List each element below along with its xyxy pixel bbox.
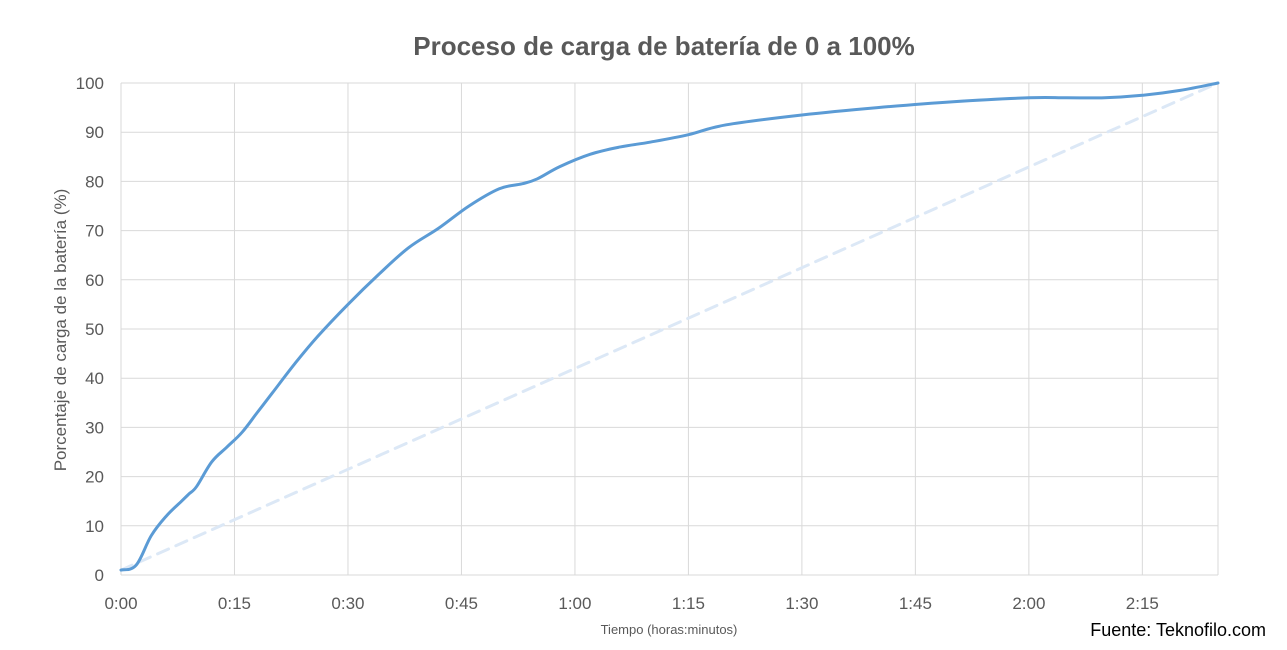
x-tick-label: 1:15 bbox=[672, 594, 705, 613]
y-axis-title: Porcentaje de carga de la batería (%) bbox=[51, 189, 70, 472]
y-tick-label: 40 bbox=[85, 369, 104, 388]
charge-curve-line bbox=[119, 81, 1220, 572]
x-tick-label: 1:30 bbox=[785, 594, 818, 613]
series-lines bbox=[119, 81, 1220, 572]
x-tick-label: 2:15 bbox=[1126, 594, 1159, 613]
chart-title: Proceso de carga de batería de 0 a 100% bbox=[413, 31, 914, 61]
x-tick-label: 1:00 bbox=[558, 594, 591, 613]
x-tick-label: 1:45 bbox=[899, 594, 932, 613]
x-tick-label: 2:00 bbox=[1012, 594, 1045, 613]
y-tick-label: 10 bbox=[85, 517, 104, 536]
source-note: Fuente: Teknofilo.com bbox=[1090, 620, 1266, 640]
y-tick-label: 60 bbox=[85, 271, 104, 290]
x-tick-label: 0:30 bbox=[331, 594, 364, 613]
x-axis-title: Tiempo (horas:minutos) bbox=[601, 622, 738, 637]
grid-lines bbox=[120, 82, 1219, 576]
y-tick-label: 50 bbox=[85, 320, 104, 339]
y-tick-label: 20 bbox=[85, 468, 104, 487]
x-tick-label: 0:15 bbox=[218, 594, 251, 613]
y-tick-label: 70 bbox=[85, 222, 104, 241]
x-tick-label: 0:00 bbox=[104, 594, 137, 613]
x-axis-ticks: 0:00 0:15 0:30 0:45 1:00 1:15 1:30 1:45 2:00 2:15 bbox=[104, 594, 1158, 613]
y-tick-label: 80 bbox=[85, 172, 104, 191]
y-tick-label: 100 bbox=[76, 74, 104, 93]
reference-line bbox=[119, 81, 1220, 572]
y-tick-label: 90 bbox=[85, 123, 104, 142]
y-tick-label: 0 bbox=[95, 566, 104, 585]
y-axis-ticks: 0 10 20 30 40 50 60 70 80 90 100 bbox=[76, 74, 104, 585]
x-tick-label: 0:45 bbox=[445, 594, 478, 613]
y-tick-label: 30 bbox=[85, 418, 104, 437]
